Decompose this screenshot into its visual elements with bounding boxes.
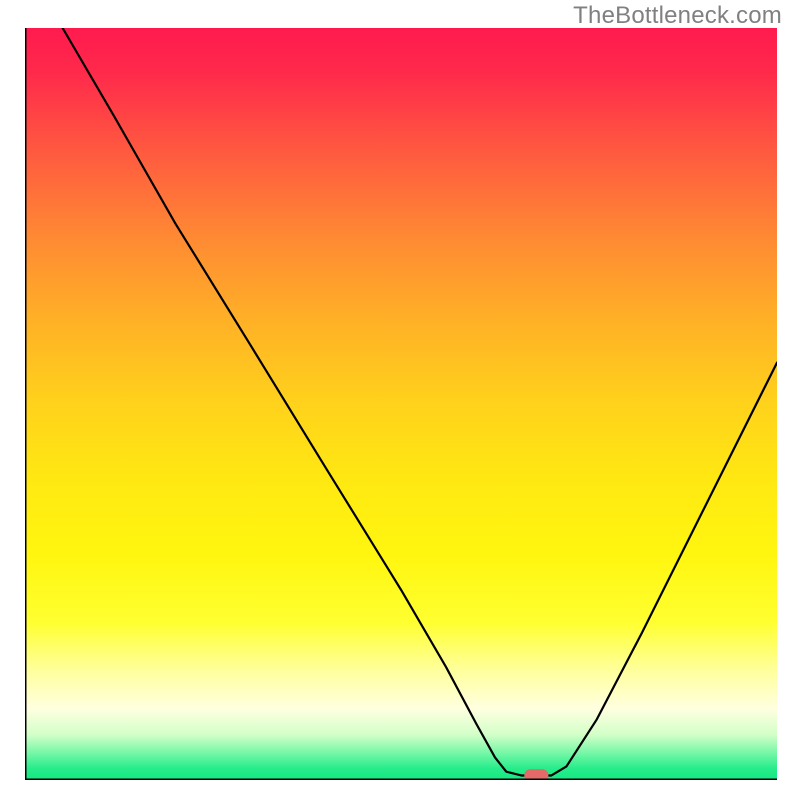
bottleneck-curve-plot <box>25 28 777 780</box>
watermark-text: TheBottleneck.com <box>573 2 782 30</box>
chart-canvas: TheBottleneck.com <box>0 0 800 800</box>
plot-background <box>25 28 777 780</box>
optimum-marker <box>524 769 548 780</box>
